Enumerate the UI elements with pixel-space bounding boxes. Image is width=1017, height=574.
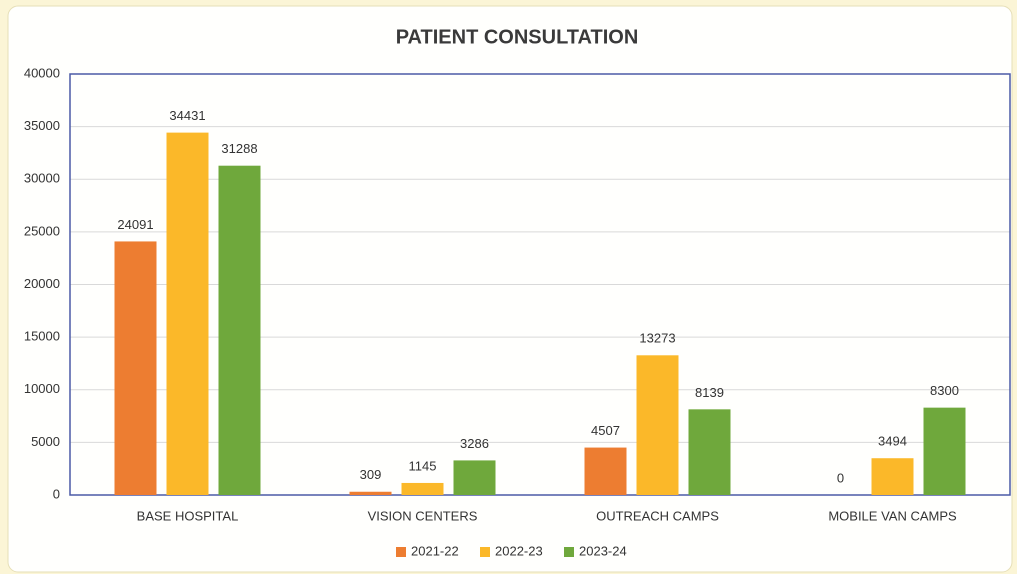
legend-swatch <box>480 547 490 557</box>
data-label: 8300 <box>930 383 959 398</box>
x-tick-label: VISION CENTERS <box>368 508 478 523</box>
y-tick-label: 25000 <box>24 223 60 238</box>
bar <box>923 407 966 495</box>
bar <box>636 355 679 495</box>
y-tick-label: 35000 <box>24 118 60 133</box>
legend-label: 2021-22 <box>411 543 459 558</box>
data-label: 34431 <box>169 108 205 123</box>
y-tick-label: 0 <box>53 486 60 501</box>
y-tick-label: 5000 <box>31 434 60 449</box>
data-label: 3494 <box>878 434 907 449</box>
legend-label: 2023-24 <box>579 543 627 558</box>
y-tick-label: 15000 <box>24 329 60 344</box>
legend-swatch <box>396 547 406 557</box>
bar <box>166 132 209 496</box>
x-tick-label: OUTREACH CAMPS <box>596 508 719 523</box>
data-label: 24091 <box>117 217 153 232</box>
chart-title: PATIENT CONSULTATION <box>396 26 639 48</box>
data-label: 3286 <box>460 436 489 451</box>
bar <box>688 409 731 495</box>
y-tick-label: 30000 <box>24 171 60 186</box>
y-tick-label: 20000 <box>24 276 60 291</box>
data-label: 0 <box>837 470 844 485</box>
x-tick-label: MOBILE VAN CAMPS <box>828 508 957 523</box>
bar <box>871 458 914 495</box>
y-tick-label: 40000 <box>24 65 60 80</box>
panel <box>7 5 1013 573</box>
data-label: 4507 <box>591 423 620 438</box>
data-label: 13273 <box>639 331 675 346</box>
bar <box>349 491 392 495</box>
bar <box>453 460 496 495</box>
bar <box>114 241 157 495</box>
y-tick-label: 10000 <box>24 381 60 396</box>
bar <box>584 447 627 495</box>
data-label: 309 <box>360 467 382 482</box>
legend-swatch <box>564 547 574 557</box>
bar <box>218 165 261 496</box>
data-label: 31288 <box>221 141 257 156</box>
data-label: 8139 <box>695 385 724 400</box>
x-tick-label: BASE HOSPITAL <box>137 508 239 523</box>
bar <box>401 482 444 495</box>
plot-border <box>69 73 1011 496</box>
legend-label: 2022-23 <box>495 543 543 558</box>
data-label: 1145 <box>409 458 437 473</box>
